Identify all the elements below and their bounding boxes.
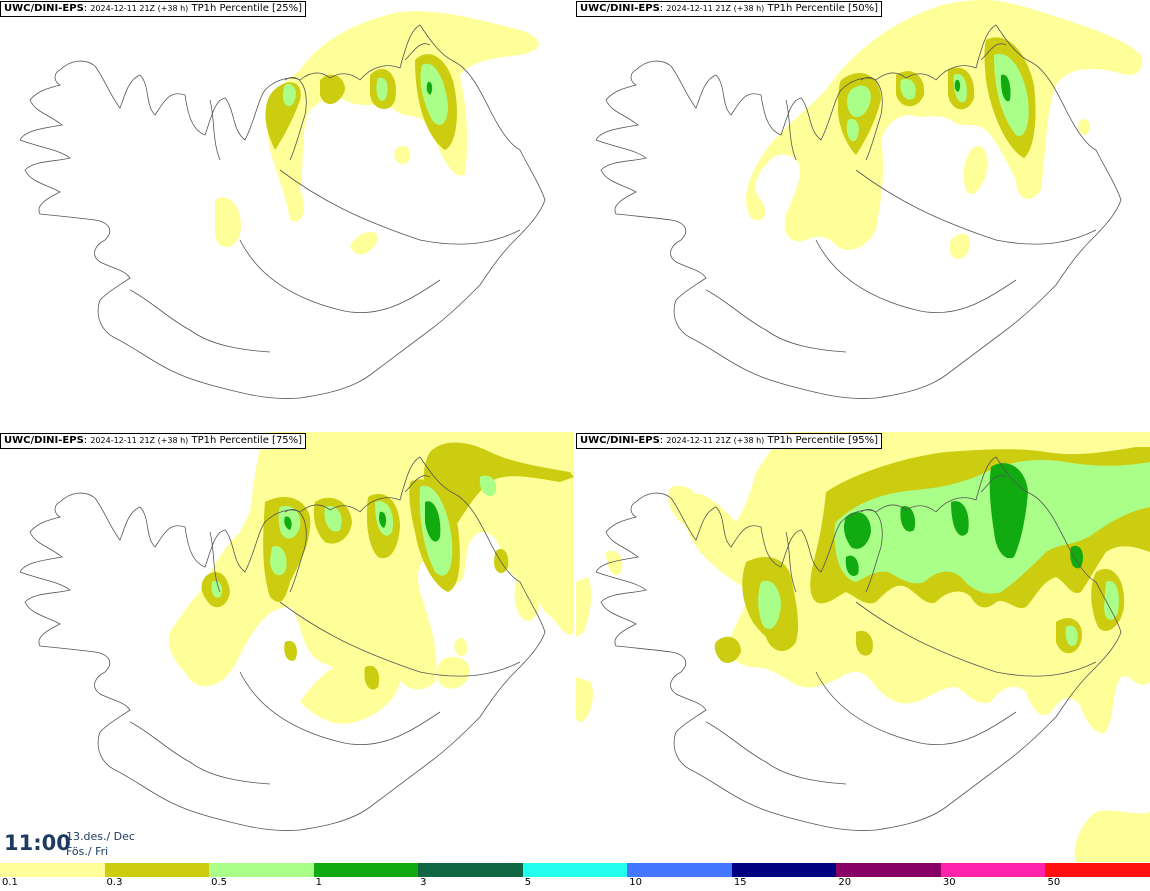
coastline [19,456,546,831]
percentile-label: [50%] [848,3,879,14]
legend-swatch [209,863,314,877]
product-name: TP1h Percentile [767,3,845,14]
legend-swatch [627,863,732,877]
legend-tick-label: 10 [629,877,642,888]
legend-swatch [836,863,941,877]
run-time: 2024-12-11 21Z (+38 h) [90,436,189,445]
run-time: 2024-12-11 21Z (+38 h) [666,436,765,445]
model-source: UWC/DINI-EPS [4,435,84,446]
model-source: UWC/DINI-EPS [580,435,660,446]
model-source: UWC/DINI-EPS [580,3,660,14]
legend-tick-label: 20 [838,877,852,888]
map-panel-p50: UWC/DINI-EPS: 2024-12-11 21Z (+38 h) TP1… [576,0,1150,430]
product-name: TP1h Percentile [191,3,269,14]
precip-shading [215,11,539,255]
valid-date: 13.des./ Dec [66,830,135,843]
legend-tick-label: 1 [315,877,322,888]
map-panel-p95: UWC/DINI-EPS: 2024-12-11 21Z (+38 h) TP1… [576,432,1150,862]
panel-title: UWC/DINI-EPS: 2024-12-11 21Z (+38 h) TP1… [0,1,307,17]
valid-time: 11:00 [4,831,71,855]
precip-map-p50 [595,0,1143,399]
run-time: 2024-12-11 21Z (+38 h) [666,4,765,13]
legend-swatch [418,863,523,877]
model-source: UWC/DINI-EPS [4,3,84,14]
panel-divider [574,0,576,862]
legend-tick-label: 50 [1047,877,1061,888]
legend-swatch [313,863,419,877]
precip-map-p75 [19,432,574,831]
precip-map-p95 [576,432,1150,862]
percentile-label: [95%] [848,435,879,446]
legend-tick-label: 0.3 [106,877,123,888]
percentile-label: [75%] [272,435,303,446]
panel-title: UWC/DINI-EPS: 2024-12-11 21Z (+38 h) TP1… [576,1,883,17]
precip-shading [576,432,1150,862]
percentile-label: [25%] [272,3,303,14]
coastline [595,456,1122,831]
legend-swatch [1045,863,1150,877]
precip-map-p25 [19,11,546,399]
legend-swatch [0,863,105,877]
legend-tick-label: 0.5 [211,877,227,888]
valid-time-box: 11:00 13.des./ Dec Fös./ Fri [0,827,142,861]
legend-swatch [940,863,1046,877]
run-time: 2024-12-11 21Z (+38 h) [90,4,189,13]
precip-shading [168,432,574,724]
panel-title: UWC/DINI-EPS: 2024-12-11 21Z (+38 h) TP1… [576,433,883,449]
coastline [595,24,1122,399]
legend-tick-label: 0.1 [2,877,18,888]
map-panel-p75: UWC/DINI-EPS: 2024-12-11 21Z (+38 h) TP1… [0,432,574,862]
product-name: TP1h Percentile [767,435,845,446]
legend-tick-labels: 0.1 0.3 0.5 1 3 5 10 15 20 30 50 [0,877,1150,891]
legend-tick-label: 3 [420,877,427,888]
legend-swatch [522,863,628,877]
legend-swatch [104,863,210,877]
precip-shading [746,0,1143,260]
panel-title: UWC/DINI-EPS: 2024-12-11 21Z (+38 h) TP1… [0,433,307,449]
coastline [19,24,546,399]
legend-swatch [731,863,837,877]
map-panel-p25: UWC/DINI-EPS: 2024-12-11 21Z (+38 h) TP1… [0,0,574,430]
color-legend [0,863,1150,877]
valid-day: Fös./ Fri [66,845,109,858]
legend-tick-label: 30 [942,877,956,888]
product-name: TP1h Percentile [191,435,269,446]
legend-tick-label: 15 [733,877,747,888]
legend-tick-label: 5 [524,877,532,888]
